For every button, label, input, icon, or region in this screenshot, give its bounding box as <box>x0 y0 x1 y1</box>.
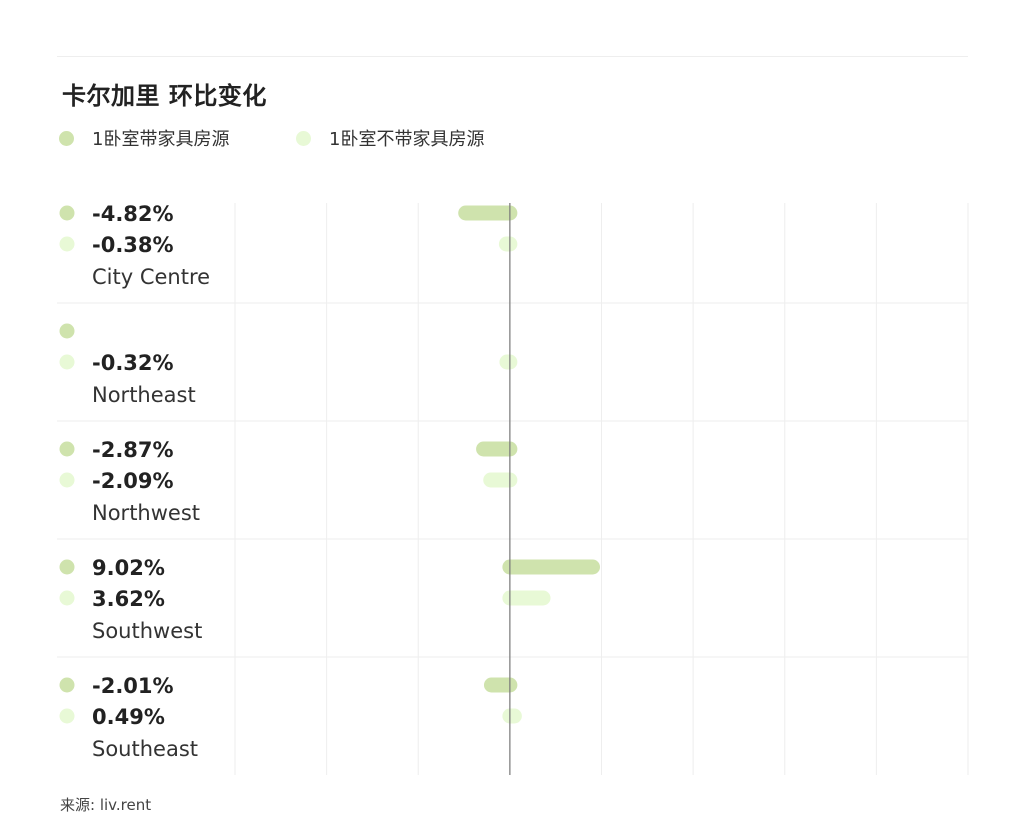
top-rule <box>57 56 968 57</box>
data-label: -2.87% <box>92 438 174 462</box>
data-label: -2.01% <box>92 674 174 698</box>
data-label: -2.09% <box>92 469 174 493</box>
bar <box>502 708 522 724</box>
series-dot <box>59 708 75 724</box>
legend-label-unfurnished: 1卧室不带家具房源 <box>329 129 485 150</box>
series-dot <box>59 677 75 693</box>
data-label: -0.38% <box>92 233 174 257</box>
series-dot <box>59 323 75 339</box>
data-label: -0.32% <box>92 351 174 375</box>
legend-item-unfurnished: 1卧室不带家具房源 <box>296 125 484 151</box>
data-label: 3.62% <box>92 587 165 611</box>
category-label: Northwest <box>92 501 200 525</box>
bar <box>502 590 551 606</box>
category-label: City Centre <box>92 265 210 289</box>
data-label: -4.82% <box>92 202 174 226</box>
bar <box>483 472 518 488</box>
legend-label-furnished: 1卧室带家具房源 <box>92 129 230 150</box>
category-label: Northeast <box>92 383 196 407</box>
data-label: 9.02% <box>92 556 165 580</box>
legend-swatch-furnished <box>59 130 74 146</box>
bar <box>483 677 518 693</box>
bar <box>502 559 601 575</box>
source-note: 来源: liv.rent <box>60 796 152 814</box>
bar <box>498 236 518 252</box>
data-label: 0.49% <box>92 705 165 729</box>
bar <box>476 441 518 457</box>
series-dot <box>59 559 75 575</box>
bar <box>458 205 518 221</box>
legend-item-furnished: 1卧室带家具房源 <box>59 125 229 151</box>
series-dot <box>59 472 75 488</box>
chart-title: 卡尔加里 环比变化 <box>62 82 267 110</box>
series-dot <box>59 590 75 606</box>
series-dot <box>59 441 75 457</box>
category-label: Southeast <box>92 737 198 761</box>
series-dot <box>59 354 75 370</box>
series-dot <box>59 236 75 252</box>
category-label: Southwest <box>92 619 202 643</box>
bar <box>499 354 518 370</box>
series-dot <box>59 205 75 221</box>
legend-swatch-unfurnished <box>296 130 311 146</box>
